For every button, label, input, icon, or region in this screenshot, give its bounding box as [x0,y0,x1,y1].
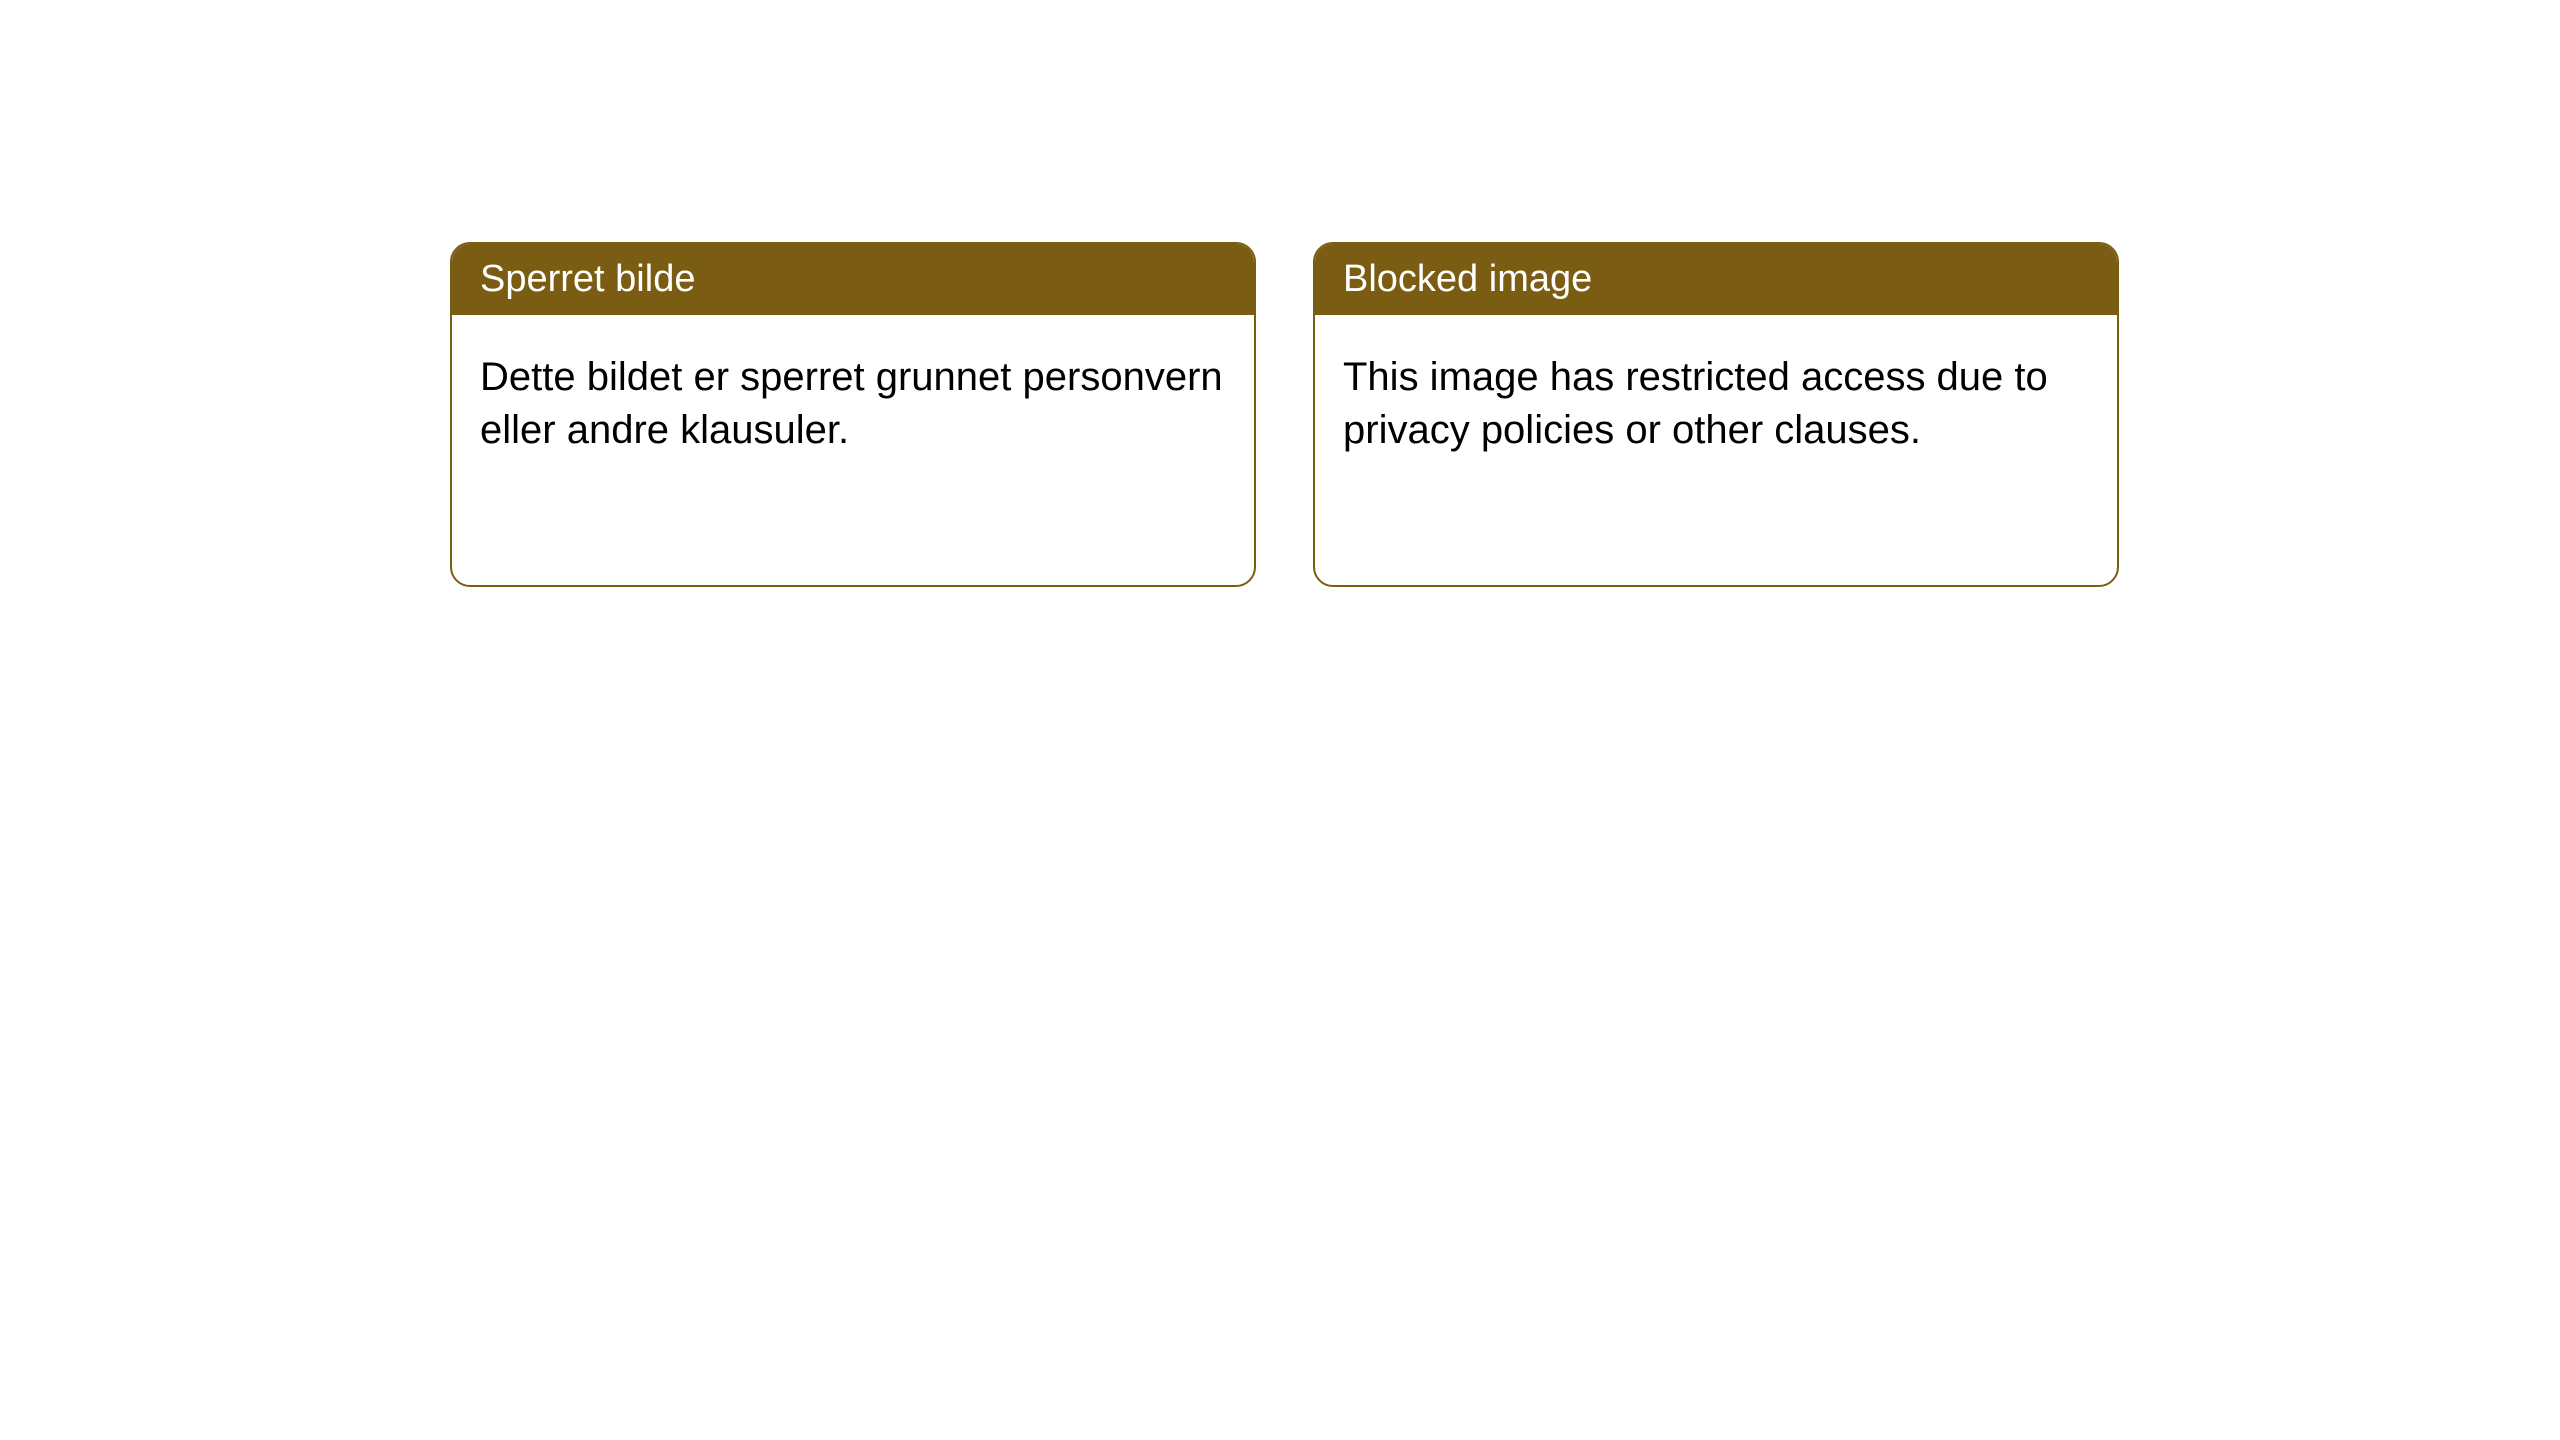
card-title: Blocked image [1343,258,1592,300]
card-title: Sperret bilde [480,258,695,300]
card-body: Dette bildet er sperret grunnet personve… [452,315,1254,585]
card-header: Sperret bilde [452,244,1254,315]
card-header: Blocked image [1315,244,2117,315]
card-container: Sperret bilde Dette bildet er sperret gr… [0,0,2560,587]
blocked-image-card-en: Blocked image This image has restricted … [1313,242,2119,587]
card-body-text: This image has restricted access due to … [1343,355,2048,452]
card-body-text: Dette bildet er sperret grunnet personve… [480,355,1223,452]
blocked-image-card-no: Sperret bilde Dette bildet er sperret gr… [450,242,1256,587]
card-body: This image has restricted access due to … [1315,315,2117,585]
